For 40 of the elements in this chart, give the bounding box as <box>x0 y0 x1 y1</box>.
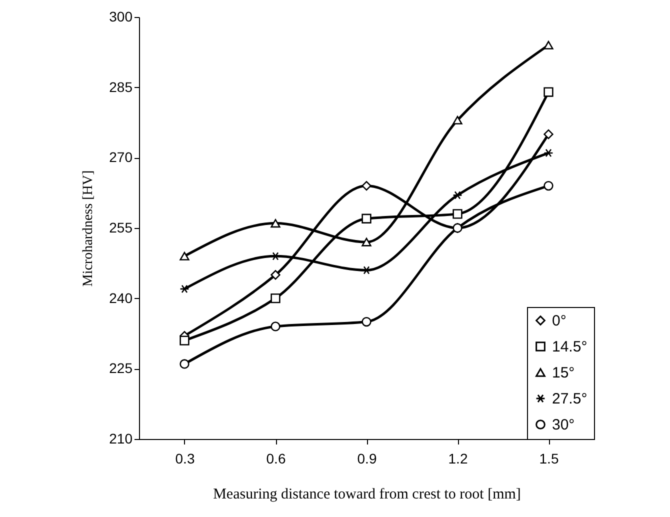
point <box>452 209 462 219</box>
point <box>362 238 372 246</box>
point <box>180 336 190 346</box>
x-tick-label: 0.6 <box>266 450 286 466</box>
legend-label: 0° <box>552 312 566 330</box>
point <box>270 270 280 280</box>
y-tick-label: 300 <box>109 8 133 24</box>
point <box>362 214 372 224</box>
legend-label: 14.5° <box>552 338 588 356</box>
point <box>270 322 280 332</box>
y-tick-label: 285 <box>109 78 133 95</box>
x-tick-label: 1.2 <box>448 450 468 466</box>
y-tick-label: 210 <box>109 430 133 446</box>
legend-label: 30° <box>552 416 575 434</box>
legend-label: 27.5° <box>552 390 588 408</box>
point <box>270 294 280 304</box>
point <box>270 219 280 228</box>
point <box>452 223 462 233</box>
point <box>362 316 372 327</box>
y-tick-label: 240 <box>109 290 133 306</box>
point <box>180 284 190 294</box>
point <box>362 180 372 191</box>
x-axis-title: Measuring distance toward from crest to root [mm] <box>213 486 521 502</box>
x-tick-label: 0.9 <box>357 450 377 466</box>
y-tick-label: 270 <box>109 149 133 166</box>
y-tick-label: 255 <box>109 220 133 236</box>
point <box>180 359 190 369</box>
point <box>544 129 554 140</box>
y-tick-label: 225 <box>109 360 133 376</box>
legend-label: 15° <box>552 364 575 382</box>
point <box>544 40 554 50</box>
point <box>544 87 554 97</box>
point <box>180 252 190 260</box>
point <box>544 180 554 191</box>
y-axis-title: Microhardness [HV] <box>81 170 96 287</box>
point <box>544 148 554 158</box>
x-tick-label: 0.3 <box>175 450 195 466</box>
point <box>452 190 462 200</box>
x-tick-label: 1.5 <box>539 450 559 466</box>
point <box>452 116 462 124</box>
